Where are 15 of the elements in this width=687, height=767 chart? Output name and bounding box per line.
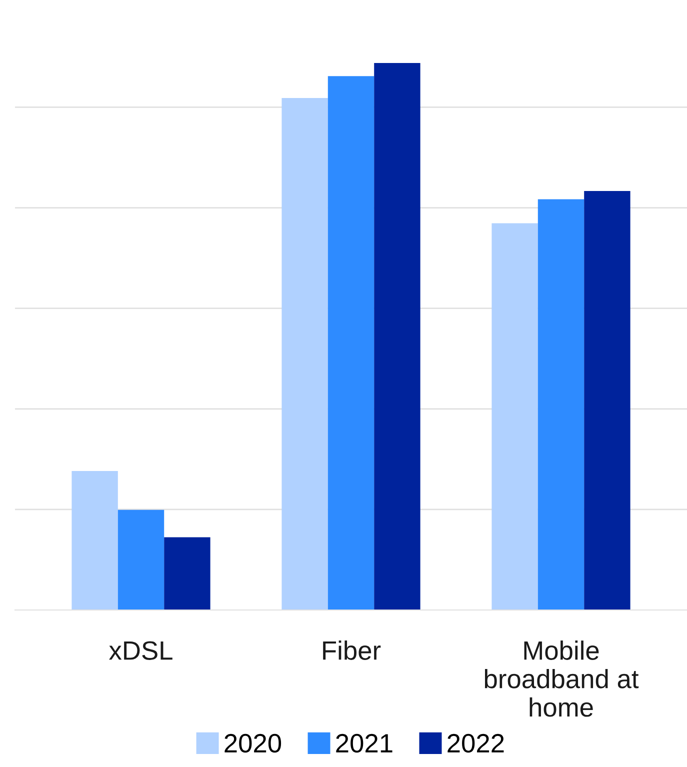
x-tick-label: Fiber (323, 640, 381, 660)
bar (374, 63, 420, 610)
bar (538, 199, 584, 610)
bar (282, 98, 328, 610)
bar (72, 471, 118, 610)
legend-label: 2021 (336, 734, 392, 753)
legend-label: 2022 (448, 734, 504, 753)
bar (164, 537, 210, 610)
bar (492, 223, 538, 610)
legend-label: 2020 (224, 734, 282, 753)
bar (328, 76, 374, 610)
bar (584, 191, 630, 610)
x-tick-label: Mobile broadband at home (484, 640, 639, 717)
x-tick-label: xDSL (109, 641, 172, 660)
bar (118, 510, 164, 610)
